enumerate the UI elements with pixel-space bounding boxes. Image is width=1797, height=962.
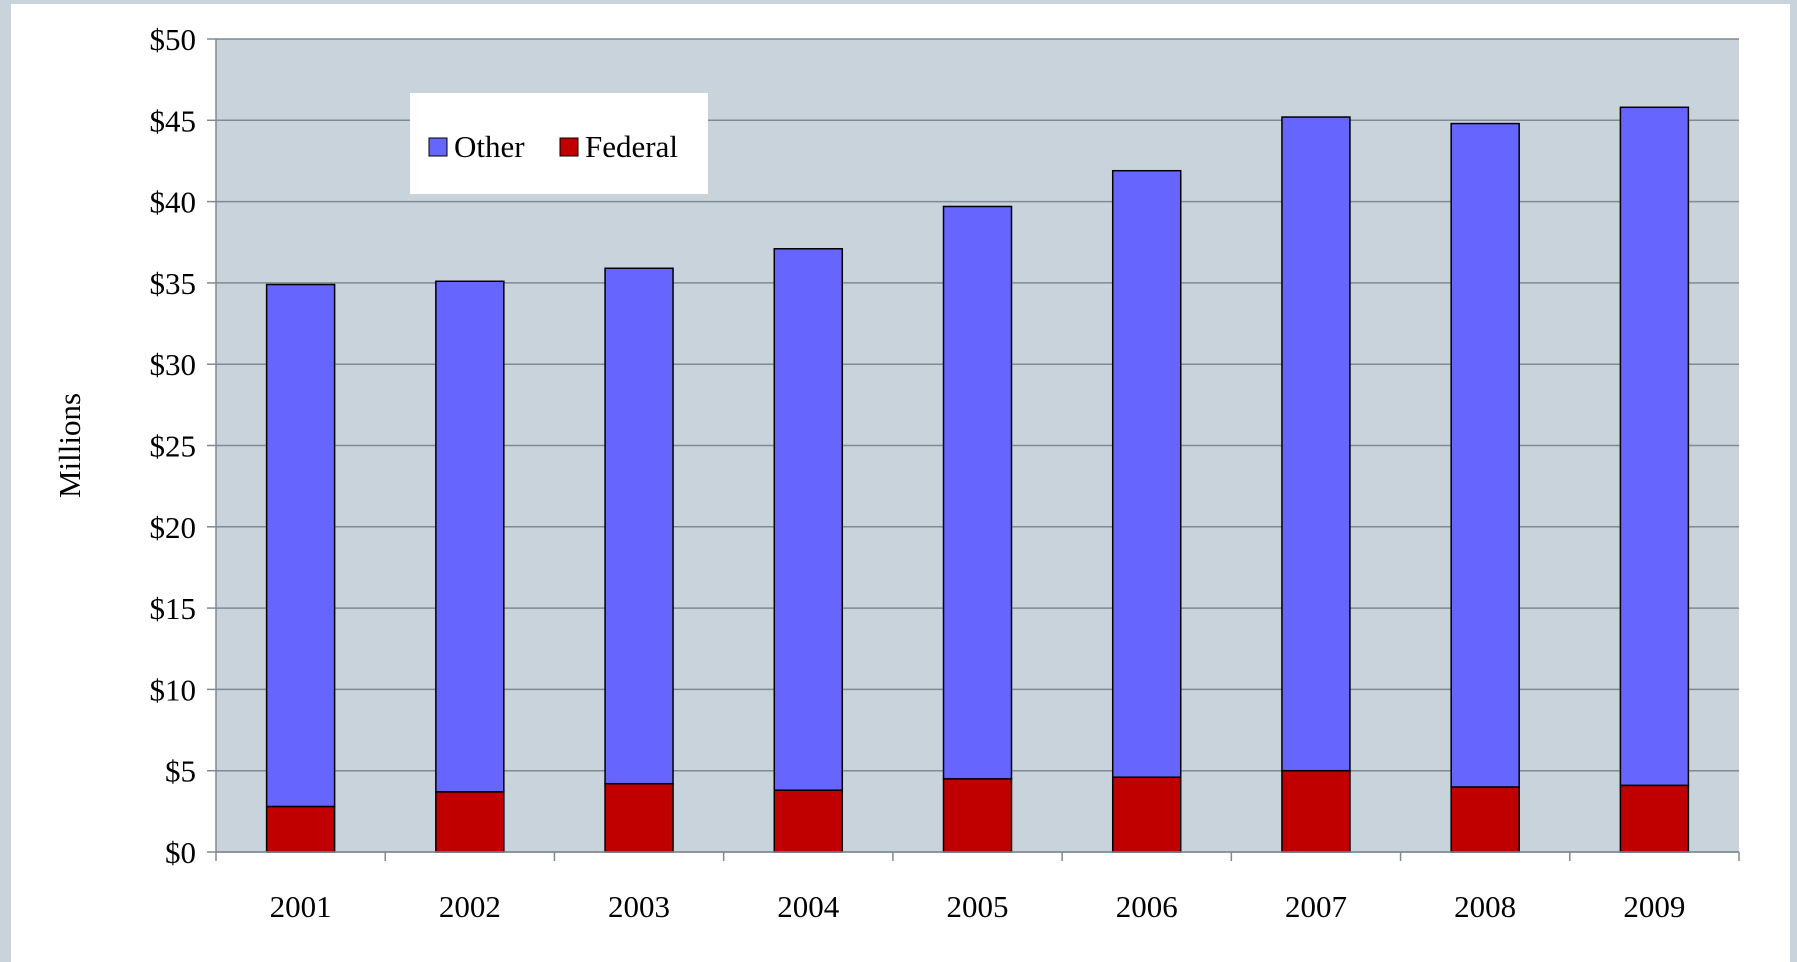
y-tick-label: $20 [150, 510, 197, 545]
bar-federal-2008 [1450, 786, 1520, 853]
x-tick-label: 2004 [777, 889, 840, 924]
y-tick-label: $5 [165, 754, 196, 789]
x-tick-label: 2001 [270, 889, 332, 924]
bar-other-2001 [265, 283, 336, 808]
bar-federal-2007 [1281, 769, 1351, 853]
y-tick-label: $15 [150, 591, 197, 626]
y-tick-label: $40 [150, 185, 197, 220]
axes [215, 39, 1740, 861]
x-tick-label: 2006 [1116, 889, 1178, 924]
legend: Other Federal [410, 93, 708, 194]
x-tick-label: 2008 [1454, 889, 1516, 924]
y-tick-label: $50 [150, 22, 197, 57]
bar-other-2004 [773, 248, 844, 791]
legend-label-federal: Federal [585, 129, 678, 164]
bar-federal-2006 [1111, 776, 1182, 853]
bar-federal-2005 [942, 778, 1013, 853]
x-tick-label: 2002 [439, 889, 501, 924]
bar-other-2003 [604, 267, 674, 785]
legend-swatch-federal [559, 137, 579, 157]
legend-label-other: Other [454, 129, 525, 164]
bar-other-2005 [942, 205, 1013, 780]
x-tick-labels: 2001 2002 2003 2004 2005 2006 2007 2008 2009 [270, 889, 1686, 924]
y-tick-label: $35 [150, 266, 197, 301]
y-axis-label: Millions [52, 393, 87, 498]
stacked-bar-chart: $0 $5 $10 $15 $20 $25 $30 $35 $40 $45 $50 2001 2002… [52, 22, 1740, 924]
bar-other-2002 [435, 280, 505, 793]
bar-federal-2004 [773, 789, 844, 853]
x-tick-label: 2005 [947, 889, 1009, 924]
bar-other-2006 [1111, 169, 1182, 778]
y-tick-label: $0 [165, 835, 196, 870]
x-tick-label: 2003 [608, 889, 670, 924]
y-tick-label: $25 [150, 429, 197, 464]
y-tick-labels: $0 $5 $10 $15 $20 $25 $30 $35 $40 $45 $50 [150, 22, 197, 870]
legend-swatch-other [428, 137, 448, 157]
bar-federal-2001 [265, 805, 336, 853]
chart-frame: $0 $5 $10 $15 $20 $25 $30 $35 $40 $45 $50 2001 2002… [11, 4, 1790, 962]
bars [265, 106, 1690, 853]
y-tick-label: $10 [150, 672, 197, 707]
bar-other-2008 [1450, 122, 1520, 788]
bar-federal-2002 [435, 791, 505, 853]
bar-federal-2009 [1619, 784, 1690, 853]
y-tick-label: $45 [150, 103, 197, 138]
y-tick-label: $30 [150, 347, 197, 382]
x-tick-label: 2007 [1285, 889, 1347, 924]
bar-other-2007 [1281, 116, 1351, 772]
bar-other-2009 [1619, 106, 1690, 787]
legend-box [410, 93, 708, 194]
x-tick-label: 2009 [1623, 889, 1685, 924]
bar-federal-2003 [604, 782, 674, 853]
